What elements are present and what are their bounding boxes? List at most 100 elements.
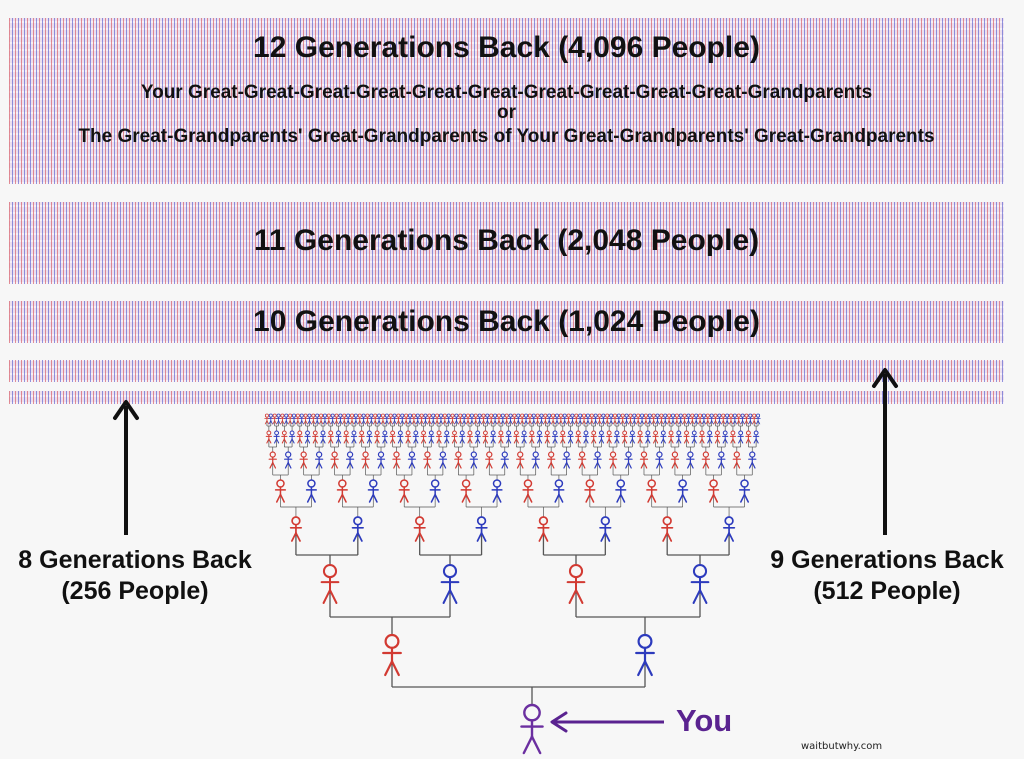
gen-7-figure [666,413,672,425]
gen-5-figure [608,451,618,469]
gen-4-figure [305,479,317,503]
gen-5-figure [299,451,308,469]
gen-6-figure [644,430,651,444]
gen-6-figure [606,430,613,444]
gen-7-figure [565,413,572,425]
gen-7-figure [469,413,475,425]
gen-7-figure [739,413,746,425]
gen-6-figure [698,430,706,444]
gen-4-figure [553,479,565,503]
gen-6-figure [420,430,427,444]
gen-5-figure [701,451,710,469]
generation-12-line-1: Your Great-Great-Great-Great-Great-Great… [140,82,873,103]
gen-5-figure [423,451,432,469]
generation-11-band: 11 Generations Back (2,048 People) [9,202,1004,284]
gen-6-figure [598,430,605,444]
gen-7-figure [538,413,545,425]
gen-6-figure [722,430,729,444]
gen-7-figure [693,413,699,425]
great-grandparent-figure [661,516,674,542]
gen-6-figure [621,430,628,444]
grandparent-figure [440,564,460,604]
great-grandparent-figure [413,516,426,542]
generation-12-band: 12 Generations Back (4,096 People) Your … [9,18,1004,184]
gen-6-figure [667,430,675,444]
parent-figure [382,633,402,677]
gen-4-figure [738,479,751,503]
gen-4-figure [336,479,348,503]
gen-6-figure [490,430,497,444]
gen-7-figure [461,413,467,425]
great-grandparent-figure [537,516,550,542]
gen-6-figure [381,430,389,444]
gen-6-figure [613,430,621,444]
gen-6-figure [559,430,566,444]
gen-6-figure [520,430,528,444]
gen-6-figure [675,430,682,444]
gen-6-figure [629,430,636,444]
gen-6-figure [428,430,435,444]
gen-6-figure [714,430,721,444]
gen-5-figure [655,451,664,469]
gen-7-figure [442,413,448,425]
gen-7-figure [484,413,490,425]
gen-4-figure [367,479,379,503]
gen-5-figure [268,451,277,469]
gen-7-figure [422,413,429,425]
gen-6-figure [745,430,752,444]
gen-7-figure [674,413,680,425]
gen-6-figure [412,430,419,444]
gen-6-figure [397,430,404,444]
gen-6-figure [551,430,559,444]
gen-6-figure [497,430,505,444]
gen-4-figure [398,479,410,503]
generation-12-line-2: or [497,102,516,123]
gen-7-figure [569,413,576,425]
gen-4-figure [677,479,689,503]
gen-7-figure [403,413,409,425]
gen-5-figure [392,451,401,469]
gen-6-figure [374,430,381,444]
generation-11-title: 11 Generations Back (2,048 People) [253,224,760,257]
generation-12-title: 12 Generations Back (4,096 People) [253,31,760,64]
gen-5-figure [547,451,556,469]
gen-7-figure [589,413,595,425]
you-figure [520,703,544,755]
gen-6-figure [536,430,543,444]
you-pointer-arrow [550,711,664,733]
gen-4-figure [615,479,627,503]
gen-6-figure [312,430,319,444]
gen-6-figure [273,430,280,444]
gen-7-figure [635,413,641,425]
gen-6-figure [327,430,334,444]
tree-connectors [266,421,759,705]
gen-7-figure [368,413,374,425]
gen-7-figure [318,413,324,425]
gen-5-figure [593,451,602,469]
left-generation-label: 8 Generations Back (256 People) [5,545,265,607]
gen-5-figure [469,451,478,469]
you-label: You [676,703,733,738]
gen-7-figure [562,413,568,425]
gen-4-figure [522,479,534,503]
gen-7-figure [473,413,479,425]
gen-6-figure [482,430,489,444]
gen-6-figure [691,430,698,444]
gen-4-figure [429,479,441,503]
gen-5-figure [639,451,649,469]
gen-7-figure [720,413,726,425]
gen-5-figure [330,451,339,469]
gen-5-figure [577,451,587,469]
left-label-line-2: (256 People) [61,577,209,605]
gen-7-figure [496,413,502,425]
gen-6-figure [451,430,458,444]
gen-7-figure [330,413,336,425]
right-label-line-1: 9 Generations Back [770,546,1004,574]
gen-7-figure [291,413,297,425]
gen-4-figure [491,479,503,503]
gen-5-figure [670,451,680,469]
gen-7-figure [685,413,692,425]
gen-6-figure [505,430,512,444]
gen-5-figure [562,451,571,469]
